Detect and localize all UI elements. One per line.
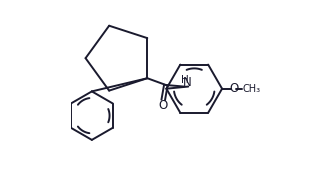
Text: N: N xyxy=(183,75,192,89)
Text: CH₃: CH₃ xyxy=(243,84,261,94)
Text: O: O xyxy=(230,82,239,95)
Text: H: H xyxy=(181,75,188,85)
Text: O: O xyxy=(159,99,168,112)
